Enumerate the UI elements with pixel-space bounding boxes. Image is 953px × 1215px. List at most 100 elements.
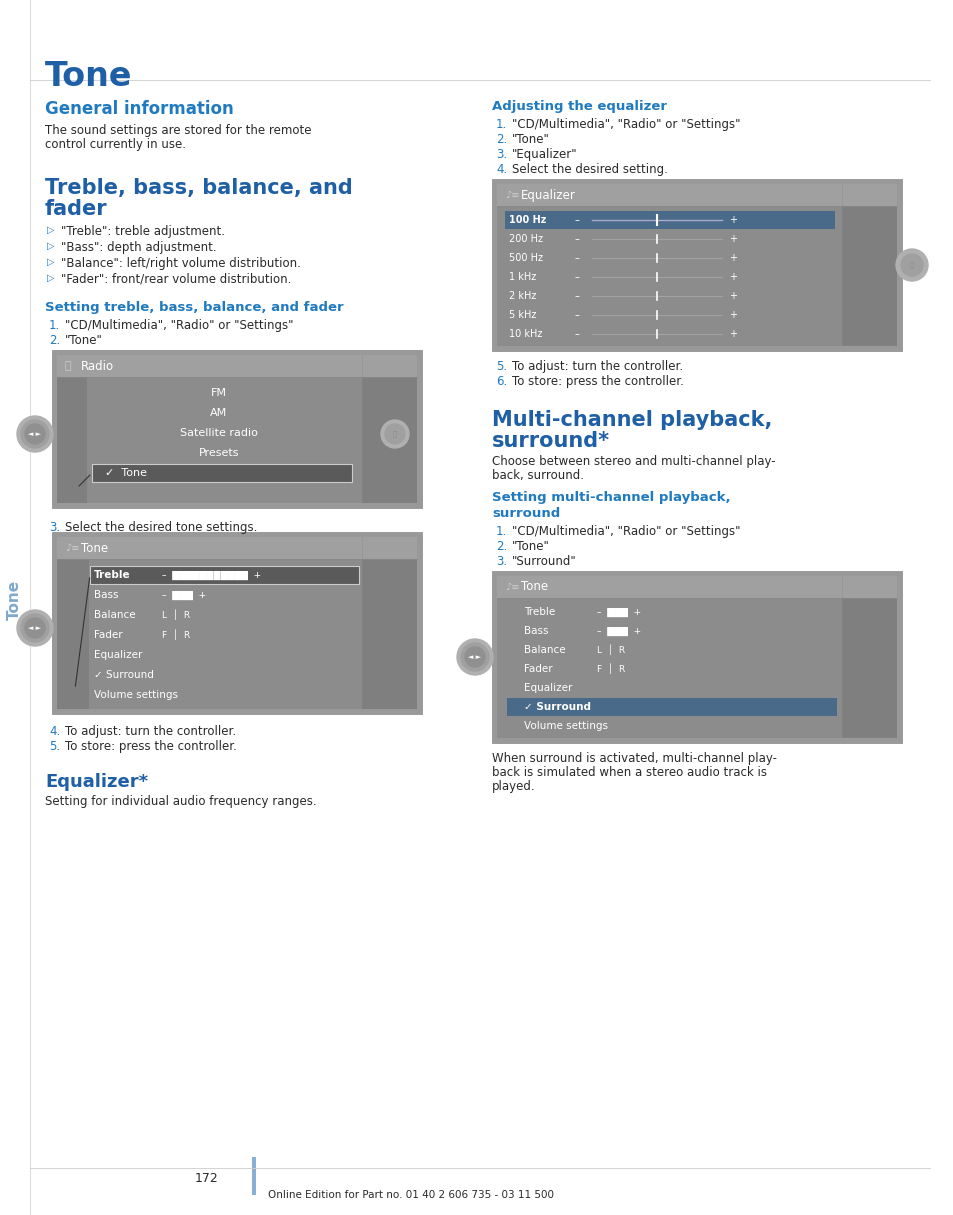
Text: –: – — [575, 253, 579, 262]
Text: 100 Hz: 100 Hz — [509, 215, 546, 225]
Text: –: – — [575, 215, 579, 225]
Text: Online Edition for Part no. 01 40 2 606 735 - 03 11 500: Online Edition for Part no. 01 40 2 606 … — [268, 1189, 554, 1200]
Text: 2.: 2. — [496, 539, 507, 553]
Text: When surround is activated, multi-channel play-: When surround is activated, multi-channe… — [492, 752, 776, 765]
Text: Treble: Treble — [523, 608, 555, 617]
Circle shape — [900, 254, 923, 276]
Text: L  │  R: L │ R — [162, 610, 190, 621]
Text: 6.: 6. — [496, 375, 507, 388]
Text: +: + — [728, 272, 737, 282]
Bar — [57, 355, 87, 503]
Text: 3.: 3. — [496, 148, 507, 162]
Text: –  ███  +: – ███ + — [162, 590, 206, 599]
Text: Radio: Radio — [81, 360, 114, 373]
Bar — [52, 350, 421, 508]
Text: 📻: 📻 — [393, 430, 396, 437]
Text: 1.: 1. — [496, 525, 507, 538]
Text: Adjusting the equalizer: Adjusting the equalizer — [492, 100, 666, 113]
Text: Setting treble, bass, balance, and fader: Setting treble, bass, balance, and fader — [45, 301, 343, 313]
Bar — [52, 532, 421, 714]
Circle shape — [21, 614, 49, 642]
Text: ▷: ▷ — [47, 241, 54, 252]
Text: –: – — [575, 292, 579, 301]
Text: surround*: surround* — [492, 431, 610, 451]
Circle shape — [895, 249, 927, 281]
Text: 1 kHz: 1 kHz — [509, 272, 536, 282]
Circle shape — [464, 648, 484, 667]
Bar — [252, 1157, 255, 1196]
Circle shape — [460, 643, 489, 671]
Text: Equalizer*: Equalizer* — [45, 773, 148, 791]
Bar — [57, 355, 416, 503]
Bar — [841, 576, 896, 738]
Text: ♪≡: ♪≡ — [65, 543, 79, 553]
Text: "Tone": "Tone" — [65, 334, 103, 347]
Text: Balance: Balance — [523, 645, 565, 655]
Bar — [841, 183, 896, 346]
Text: "CD/Multimedia", "Radio" or "Settings": "CD/Multimedia", "Radio" or "Settings" — [512, 525, 740, 538]
Text: To adjust: turn the controller.: To adjust: turn the controller. — [512, 360, 682, 373]
Text: ♪≡: ♪≡ — [504, 190, 518, 200]
Circle shape — [21, 420, 49, 448]
Text: ▷: ▷ — [47, 225, 54, 234]
Bar — [57, 537, 89, 710]
Bar — [504, 211, 834, 228]
Text: –  ███████████  +: – ███████████ + — [162, 570, 261, 580]
Text: Equalizer: Equalizer — [94, 650, 142, 660]
Text: back, surround.: back, surround. — [492, 469, 583, 482]
Text: Select the desired tone settings.: Select the desired tone settings. — [65, 521, 257, 535]
Text: +: + — [728, 329, 737, 339]
Text: "CD/Multimedia", "Radio" or "Settings": "CD/Multimedia", "Radio" or "Settings" — [65, 320, 294, 332]
Text: 1.: 1. — [496, 118, 507, 131]
Text: ✓ Surround: ✓ Surround — [523, 702, 590, 712]
Text: 2.: 2. — [496, 132, 507, 146]
Bar — [90, 566, 358, 584]
Text: Setting multi-channel playback,: Setting multi-channel playback, — [492, 491, 730, 504]
Text: Tone: Tone — [81, 542, 108, 554]
Text: 5 kHz: 5 kHz — [509, 310, 536, 320]
Text: "Surround": "Surround" — [512, 555, 577, 567]
Text: F  │  R: F │ R — [597, 663, 624, 674]
Text: 3.: 3. — [49, 521, 60, 535]
Text: 10 kHz: 10 kHz — [509, 329, 542, 339]
Text: Multi-channel playback,: Multi-channel playback, — [492, 409, 772, 430]
Text: ◄ ►: ◄ ► — [29, 431, 42, 437]
Text: 📻: 📻 — [909, 261, 913, 269]
Text: played.: played. — [492, 780, 535, 793]
Text: control currently in use.: control currently in use. — [45, 139, 186, 151]
Text: Treble, bass, balance, and: Treble, bass, balance, and — [45, 179, 353, 198]
Text: ✓ Surround: ✓ Surround — [94, 669, 153, 680]
Circle shape — [17, 416, 53, 452]
Bar — [492, 571, 901, 744]
Text: Tone: Tone — [520, 581, 548, 593]
Circle shape — [25, 618, 45, 638]
Circle shape — [17, 610, 53, 646]
Text: –: – — [575, 272, 579, 282]
Bar — [57, 537, 416, 710]
Text: +: + — [728, 215, 737, 225]
Bar — [497, 183, 896, 207]
Text: "Equalizer": "Equalizer" — [512, 148, 577, 162]
Circle shape — [456, 639, 493, 676]
Text: Treble: Treble — [94, 570, 131, 580]
Text: ◄ ►: ◄ ► — [29, 625, 42, 631]
Text: Satellite radio: Satellite radio — [180, 428, 257, 437]
Text: –: – — [575, 329, 579, 339]
Text: –  ███  +: – ███ + — [597, 608, 640, 616]
Text: "Tone": "Tone" — [512, 539, 549, 553]
Bar — [497, 183, 896, 346]
Text: "Fader": front/rear volume distribution.: "Fader": front/rear volume distribution. — [61, 273, 291, 286]
Text: ▷: ▷ — [47, 273, 54, 283]
Circle shape — [380, 420, 409, 448]
Text: +: + — [728, 253, 737, 262]
Text: surround: surround — [492, 507, 559, 520]
Text: Setting for individual audio frequency ranges.: Setting for individual audio frequency r… — [45, 795, 316, 808]
Bar — [57, 355, 416, 377]
Text: 172: 172 — [194, 1171, 218, 1185]
Bar — [57, 537, 416, 559]
Text: fader: fader — [45, 199, 108, 219]
Bar — [506, 697, 836, 716]
Text: Equalizer: Equalizer — [523, 683, 572, 693]
Text: ♪≡: ♪≡ — [504, 582, 518, 592]
Text: Fader: Fader — [94, 631, 123, 640]
